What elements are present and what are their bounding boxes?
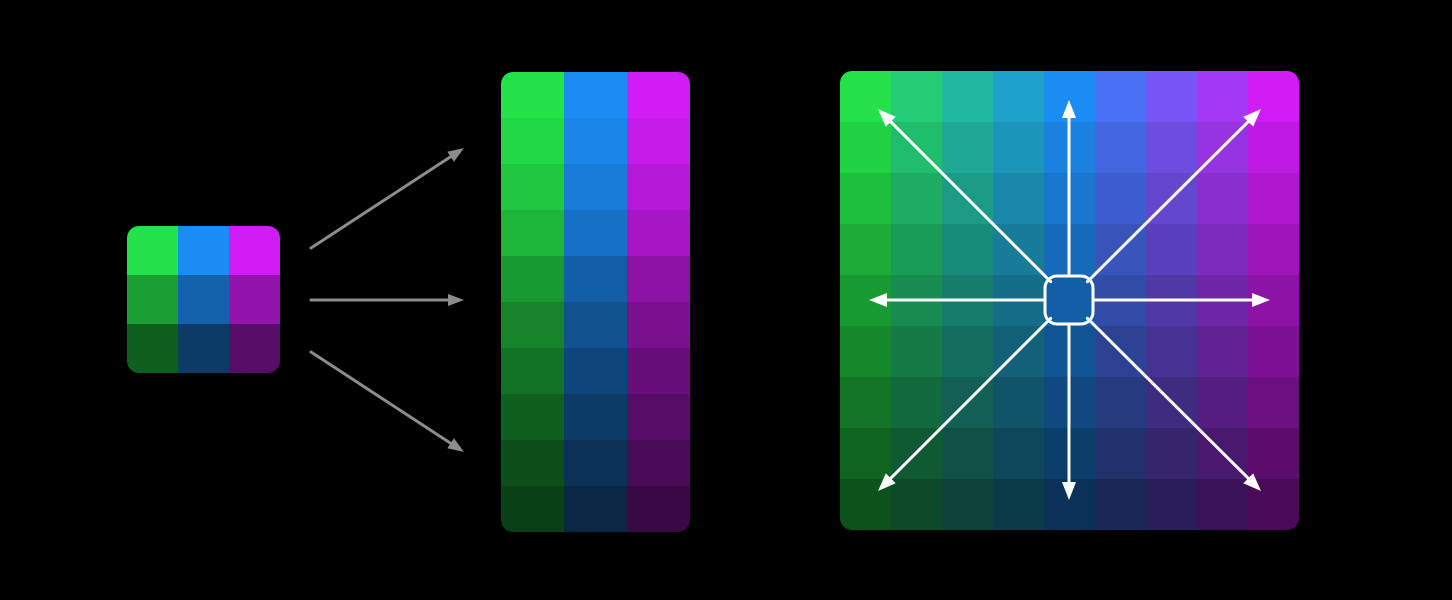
swatch-cell [1197,71,1249,123]
swatch-cell [1248,122,1300,174]
swatch-cell [627,394,691,441]
swatch-cell [942,326,994,378]
swatch-cell [942,122,994,174]
swatch-cell [1146,224,1198,276]
swatch-cell [993,71,1045,123]
swatch-cell [501,118,565,165]
swatch-cell [178,275,230,325]
swatch-cell [1095,428,1147,480]
swatch-cell [891,224,943,276]
swatch-cell [1197,173,1249,225]
swatch-cell [993,122,1045,174]
swatch-cell [993,479,1045,531]
swatch-cell [627,486,691,533]
swatch-cell [564,486,628,533]
arrow-icon [311,294,464,306]
swatch-cell [1095,71,1147,123]
arrow-icon [311,148,464,248]
swatch-cell [1146,326,1198,378]
swatch-cell [1248,377,1300,429]
connector-arrows [311,148,464,452]
swatch-cell [1146,479,1198,531]
swatch-cell [627,256,691,303]
swatch-cell [178,324,230,374]
swatch-cell [627,440,691,487]
swatch-cell [229,324,281,374]
swatch-cell [891,326,943,378]
swatch-cell [501,394,565,441]
swatch-cell [840,428,892,480]
swatch-cell [501,256,565,303]
swatch-cell [891,479,943,531]
swatch-cell [1146,71,1198,123]
swatch-cell [229,226,281,276]
swatch-cell [564,394,628,441]
swatch-cell [942,224,994,276]
swatch-cell [501,302,565,349]
stage-svg [0,0,1452,600]
swatch-cell [993,173,1045,225]
swatch-cell [1248,224,1300,276]
swatch-cell [993,428,1045,480]
swatch-cell [1197,479,1249,531]
swatch-cell [501,164,565,211]
swatch-cell [564,210,628,257]
swatch-cell [564,440,628,487]
swatch-cell [942,428,994,480]
swatch-cell [627,210,691,257]
swatch-cell [564,348,628,395]
swatch-cell [840,173,892,225]
swatch-cell [993,377,1045,429]
swatch-cell [891,377,943,429]
medium-swatch [501,72,691,533]
swatch-cell [840,377,892,429]
swatch-cell [564,302,628,349]
swatch-cell [1197,326,1249,378]
swatch-cell [501,210,565,257]
swatch-cell [1248,428,1300,480]
swatch-cell [627,302,691,349]
swatch-cell [1095,479,1147,531]
swatch-cell [627,72,691,119]
arrow-icon [311,352,464,452]
swatch-cell [127,275,179,325]
swatch-cell [1095,122,1147,174]
swatch-cell [1095,377,1147,429]
swatch-cell [840,326,892,378]
swatch-cell [942,479,994,531]
swatch-cell [564,256,628,303]
swatch-cell [1197,224,1249,276]
swatch-cell [891,71,943,123]
swatch-cell [564,118,628,165]
swatch-cell [1248,326,1300,378]
swatch-cell [501,348,565,395]
swatch-cell [1146,428,1198,480]
swatch-cell [1095,173,1147,225]
swatch-cell [229,275,281,325]
swatch-cell [627,118,691,165]
swatch-cell [891,173,943,225]
swatch-cell [501,486,565,533]
swatch-cell [564,164,628,211]
small-swatch [127,226,281,374]
swatch-cell [1248,173,1300,225]
swatch-cell [127,226,179,276]
swatch-cell [1197,377,1249,429]
swatch-cell [942,71,994,123]
swatch-cell [627,348,691,395]
swatch-cell [178,226,230,276]
swatch-cell [127,324,179,374]
swatch-cell [840,122,892,174]
swatch-cell [564,72,628,119]
swatch-cell [501,440,565,487]
swatch-cell [501,72,565,119]
swatch-cell [1146,122,1198,174]
swatch-cell [627,164,691,211]
swatch-cell [840,224,892,276]
